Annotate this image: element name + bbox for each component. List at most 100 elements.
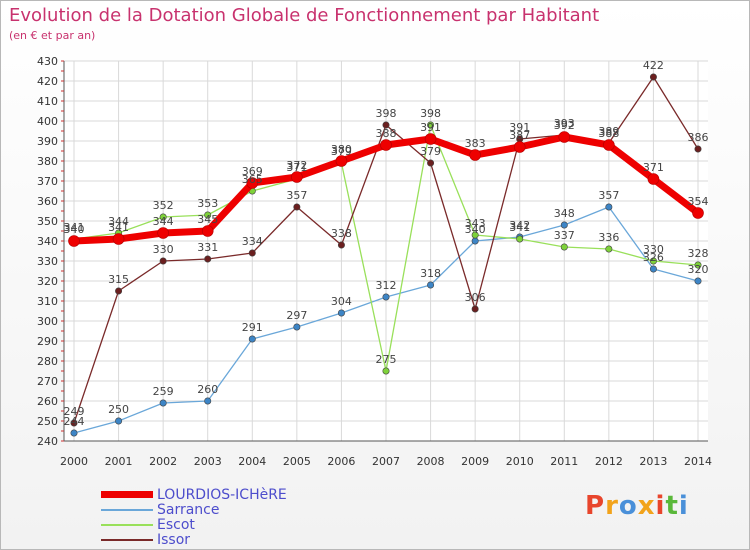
series-0-data-label: 387	[509, 129, 530, 142]
series-3-data-label: 331	[197, 241, 218, 254]
series-2-data-label: 330	[643, 243, 664, 256]
series-1-data-label: 342	[509, 219, 530, 232]
series-0-point	[558, 131, 571, 143]
x-tick-label: 2004	[238, 455, 266, 468]
x-tick-label: 2000	[60, 455, 88, 468]
series-1-point	[115, 417, 123, 425]
series-0-point	[68, 235, 80, 247]
y-tick-label: 260	[37, 395, 58, 408]
y-tick-label: 280	[37, 355, 58, 368]
chart-legend: LOURDIOS-ICHèRE Sarrance Escot Issor	[101, 487, 287, 548]
x-tick-label: 2002	[149, 455, 177, 468]
legend-item: Issor	[101, 531, 287, 548]
series-0-data-label: 340	[64, 223, 85, 236]
series-2-point	[649, 257, 657, 265]
series-1-point	[70, 429, 78, 437]
series-2-data-label: 328	[688, 247, 709, 260]
x-tick-label: 2013	[639, 455, 667, 468]
y-tick-label: 370	[37, 175, 58, 188]
series-0-data-label: 380	[331, 143, 352, 156]
logo-letter: i	[678, 491, 689, 521]
series-1-data-label: 326	[643, 251, 664, 264]
y-tick-label: 320	[37, 275, 58, 288]
legend-label: Sarrance	[157, 501, 220, 518]
logo-letter: i	[655, 491, 666, 521]
series-0-point	[513, 141, 526, 153]
legend-swatch	[101, 523, 153, 526]
y-tick-label: 430	[37, 55, 58, 68]
series-0-point	[157, 227, 169, 239]
series-3-point	[70, 419, 78, 427]
legend-label: Issor	[157, 531, 191, 548]
series-1-data-label: 259	[153, 385, 174, 398]
y-tick-label: 350	[37, 215, 58, 228]
y-tick-label: 390	[37, 135, 58, 148]
logo-letter: x	[637, 491, 656, 521]
series-3-data-label: 334	[242, 235, 263, 248]
series-3-data-label: 422	[643, 59, 664, 72]
series-3-data-label: 398	[376, 107, 397, 120]
series-1-point	[293, 323, 301, 331]
series-1-point	[605, 203, 613, 211]
series-2-data-label: 344	[108, 215, 129, 228]
series-1-point	[427, 281, 435, 289]
series-1-point	[159, 399, 167, 407]
series-2-point	[159, 213, 167, 221]
series-0-data-label: 369	[242, 165, 263, 178]
legend-item: Escot	[101, 516, 287, 533]
y-tick-label: 240	[37, 435, 58, 448]
series-3-data-label: 393	[554, 117, 575, 130]
series-2-data-label: 341	[64, 221, 85, 234]
y-tick-label: 360	[37, 195, 58, 208]
series-2-data-label: 371	[286, 161, 307, 174]
series-2-point	[516, 235, 524, 243]
series-1-data-label: 312	[376, 279, 397, 292]
series-2-point	[471, 231, 479, 239]
logo-letter: o	[618, 491, 638, 521]
y-tick-label: 380	[37, 155, 58, 168]
legend-label: Escot	[157, 516, 195, 533]
x-tick-label: 2012	[595, 455, 623, 468]
series-2-data-label: 379	[331, 145, 352, 158]
series-1-data-label: 260	[197, 383, 218, 396]
series-3-data-label: 389	[598, 125, 619, 138]
series-0-data-label: 341	[108, 221, 129, 234]
series-3-data-label: 315	[108, 273, 129, 286]
series-2-data-label: 365	[242, 173, 263, 186]
series-0-point	[201, 225, 214, 237]
series-1-data-label: 348	[554, 207, 575, 220]
series-0-data-label: 388	[598, 127, 619, 140]
series-1-point	[204, 397, 212, 405]
y-tick-label: 300	[37, 315, 58, 328]
y-tick-label: 340	[37, 235, 58, 248]
series-0-data-label: 391	[420, 121, 441, 134]
y-tick-label: 400	[37, 115, 58, 128]
series-1-data-label: 320	[688, 263, 709, 276]
x-tick-label: 2007	[372, 455, 400, 468]
series-1-data-label: 318	[420, 267, 441, 280]
chart-title: Evolution de la Dotation Globale de Fonc…	[9, 5, 600, 26]
logo-letter: t	[665, 491, 679, 521]
series-2-point	[427, 121, 435, 129]
x-tick-label: 2005	[283, 455, 311, 468]
series-3-data-label: 379	[420, 145, 441, 158]
x-tick-label: 2008	[417, 455, 445, 468]
series-0-data-label: 392	[554, 119, 575, 132]
series-0-data-label: 345	[197, 213, 218, 226]
series-3-point	[293, 203, 301, 211]
series-0-point	[469, 149, 481, 161]
series-3-point	[649, 73, 657, 81]
series-0-data-label: 388	[376, 127, 397, 140]
x-tick-label: 2003	[194, 455, 222, 468]
y-tick-label: 250	[37, 415, 58, 428]
legend-swatch	[101, 538, 153, 541]
series-0-point	[692, 207, 704, 219]
chart-subtitle: (en € et par an)	[9, 29, 96, 42]
series-1-point	[694, 277, 702, 285]
series-0-point	[647, 173, 660, 185]
series-0-point	[112, 233, 125, 245]
series-3-point	[471, 305, 479, 313]
y-tick-label: 330	[37, 255, 58, 268]
series-2-data-label: 398	[420, 107, 441, 120]
